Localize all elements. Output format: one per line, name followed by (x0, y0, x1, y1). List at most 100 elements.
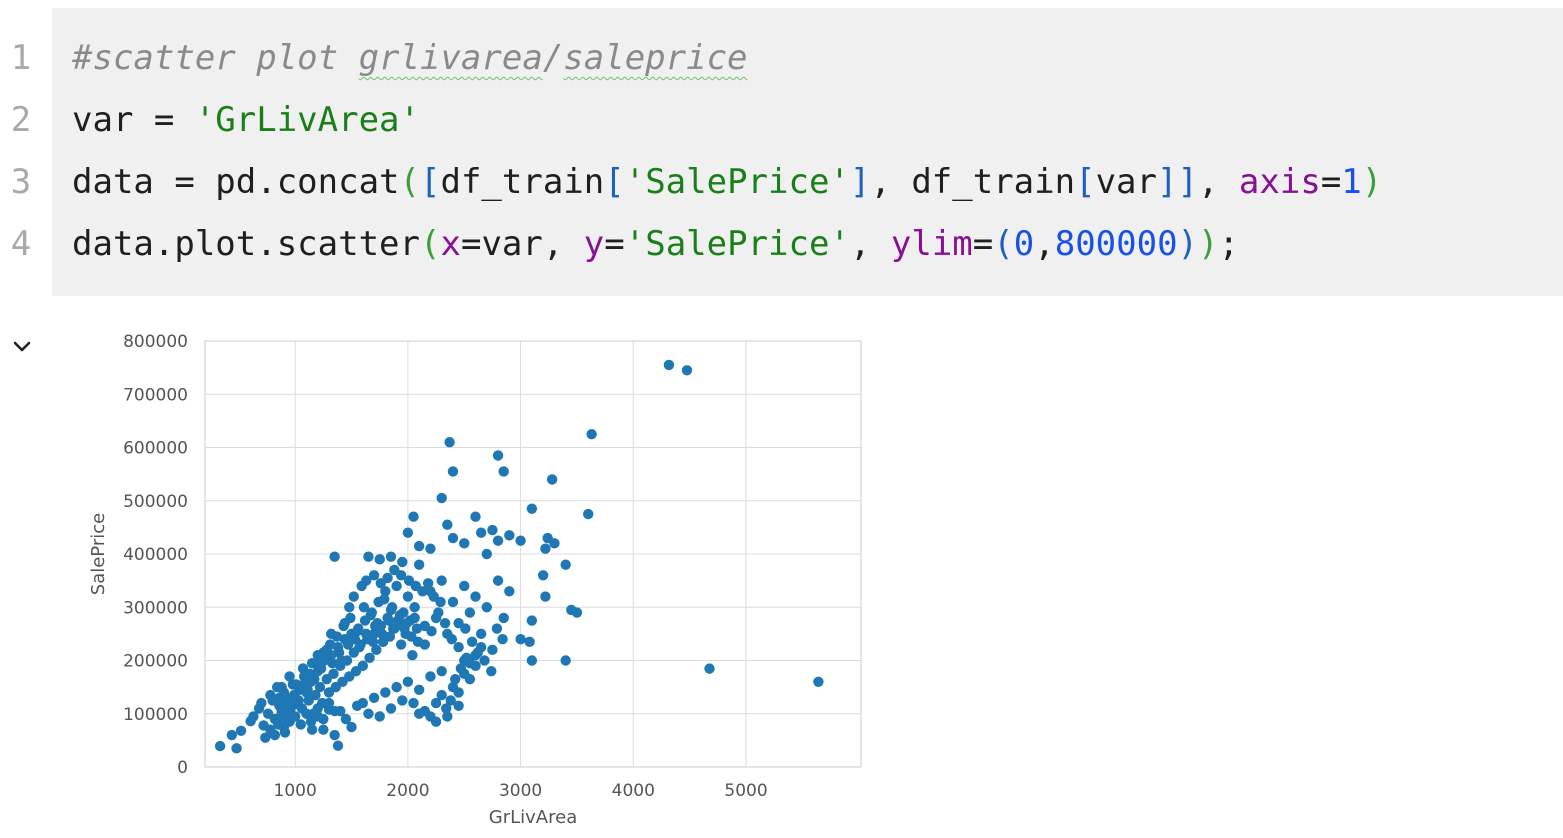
x-tick-label: 2000 (386, 781, 429, 801)
x-tick-label: 5000 (724, 781, 767, 801)
data-point (329, 729, 340, 741)
chevron-down-icon[interactable] (10, 334, 34, 358)
data-point (402, 527, 414, 538)
data-point (459, 538, 470, 549)
data-point (455, 663, 467, 674)
data-point (571, 607, 583, 618)
data-point (226, 729, 238, 741)
data-point (336, 655, 347, 666)
code-line-1[interactable]: #scatter plot grlivarea/saleprice (72, 38, 748, 78)
data-point (413, 684, 425, 695)
data-point (526, 655, 538, 666)
data-point (504, 530, 515, 541)
data-point (385, 604, 397, 616)
data-point (492, 535, 504, 546)
data-point (515, 535, 526, 546)
bracket: ] (849, 162, 871, 202)
data-point (379, 594, 390, 605)
data-point (430, 697, 442, 709)
data-point (436, 689, 447, 701)
y-tick-label: 0 (177, 758, 188, 778)
paren: ( (420, 224, 441, 264)
data-point (368, 628, 380, 640)
code-text: = (972, 224, 994, 264)
code-text: = (1320, 162, 1342, 202)
data-point (413, 540, 425, 552)
comment-word: grlivarea (358, 38, 543, 78)
data-point (492, 575, 504, 586)
data-point (492, 450, 504, 461)
y-tick-label: 300000 (123, 598, 188, 618)
data-point (586, 428, 597, 440)
data-point (274, 692, 285, 703)
y-tick-label: 100000 (123, 705, 188, 725)
data-point (704, 663, 715, 674)
data-point (425, 671, 436, 682)
comment: #scatter plot (72, 38, 359, 78)
data-point (464, 607, 476, 618)
data-point (549, 538, 560, 549)
data-point (460, 623, 471, 634)
keyword-arg: ylim (890, 224, 973, 264)
line-number: 3 (10, 162, 32, 202)
data-point (487, 644, 498, 656)
x-tick-label: 4000 (612, 781, 655, 801)
plot-frame (204, 340, 862, 768)
data-point (349, 634, 361, 645)
data-point (339, 618, 350, 629)
data-point (439, 618, 451, 629)
data-point (436, 575, 447, 586)
paren: ( (399, 162, 420, 202)
number-literal: 800000 (1054, 224, 1178, 264)
data-point (435, 596, 446, 608)
data-point (436, 665, 447, 677)
data-point (461, 652, 472, 664)
data-point (363, 708, 374, 719)
data-point (328, 668, 339, 680)
data-point (360, 628, 372, 640)
string-literal: 'GrLivArea' (194, 100, 420, 140)
code-cell[interactable]: 1 2 3 4 #scatter plot grlivarea/salepric… (11, 8, 1563, 296)
data-point (444, 436, 455, 448)
paren: ) (1198, 224, 1219, 264)
data-point (459, 580, 470, 592)
data-point (321, 644, 332, 656)
chevron-down-icon-svg (13, 341, 31, 352)
data-point (382, 572, 393, 584)
code-text: var (1095, 162, 1157, 202)
data-point (318, 724, 329, 735)
keyword-arg: y (583, 224, 605, 264)
bracket: [ (604, 162, 625, 202)
data-point (295, 719, 307, 730)
data-point (310, 689, 321, 701)
data-point (475, 527, 487, 538)
line-number: 2 (10, 100, 32, 140)
data-point (470, 591, 481, 602)
x-tick-labels: 1000 2000 3000 4000 5000 (274, 781, 768, 801)
data-point (560, 559, 571, 570)
data-point (436, 492, 447, 504)
code-line-3[interactable]: data = pd.concat([df_train['SalePrice'],… (72, 162, 1382, 202)
data-point (306, 724, 318, 735)
data-point (314, 681, 326, 693)
data-point (402, 676, 414, 687)
number-literal: 1 (1341, 162, 1362, 202)
keyword-arg: x (440, 224, 461, 264)
data-point (430, 716, 442, 727)
data-point (470, 649, 481, 661)
data-point (385, 703, 397, 714)
code-line-2[interactable]: var = 'GrLivArea' (72, 100, 420, 140)
data-point (391, 580, 402, 592)
data-point (441, 703, 452, 714)
bracket: ] (1157, 162, 1178, 202)
data-point (384, 631, 396, 642)
paren: ) (1177, 224, 1199, 264)
data-point (681, 365, 693, 376)
data-point (447, 466, 459, 477)
data-point (453, 687, 464, 698)
code-text: =var, (460, 224, 584, 264)
data-point (540, 591, 551, 602)
x-tick-label: 1000 (274, 781, 317, 801)
data-point (363, 551, 374, 562)
code-line-4[interactable]: data.plot.scatter(x=var, y='SalePrice', … (72, 224, 1239, 264)
